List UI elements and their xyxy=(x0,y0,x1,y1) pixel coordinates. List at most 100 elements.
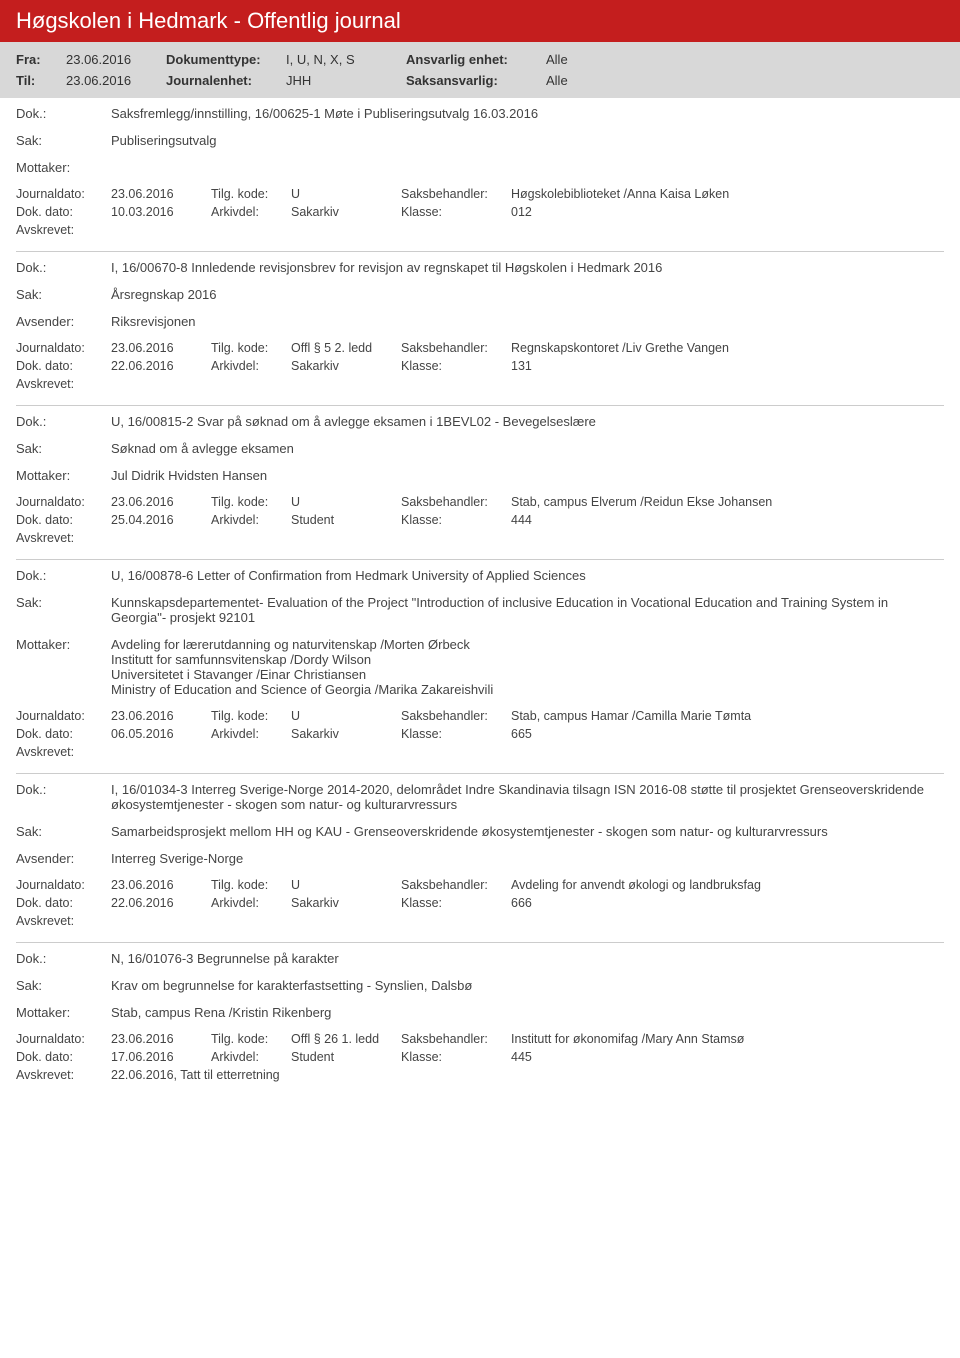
til-label: Til: xyxy=(16,73,66,88)
saksbehandler-label: Saksbehandler: xyxy=(401,878,511,892)
party-label: Avsender: xyxy=(16,314,111,329)
sak-label: Sak: xyxy=(16,287,111,302)
arkivdel-label: Arkivdel: xyxy=(211,359,291,373)
sak-label: Sak: xyxy=(16,133,111,148)
sak-value: Samarbeidsprosjekt mellom HH og KAU - Gr… xyxy=(111,824,944,839)
tilgkode-label: Tilg. kode: xyxy=(211,495,291,509)
dok-label: Dok.: xyxy=(16,260,111,275)
journalenhet-value: JHH xyxy=(286,73,406,88)
dok-value: U, 16/00815-2 Svar på søknad om å avlegg… xyxy=(111,414,944,429)
dok-value: Saksfremlegg/innstilling, 16/00625-1 Møt… xyxy=(111,106,944,121)
tilgkode-value: U xyxy=(291,709,401,723)
tilgkode-label: Tilg. kode: xyxy=(211,341,291,355)
dokdato-value: 17.06.2016 xyxy=(111,1050,211,1064)
avskrevet-value xyxy=(111,531,944,545)
sak-value: Publiseringsutvalg xyxy=(111,133,944,148)
journaldato-label: Journaldato: xyxy=(16,187,111,201)
dok-label: Dok.: xyxy=(16,414,111,429)
avskrevet-label: Avskrevet: xyxy=(16,531,111,545)
saksbehandler-value: Høgskolebiblioteket /Anna Kaisa Løken xyxy=(511,187,944,201)
dok-value: U, 16/00878-6 Letter of Confirmation fro… xyxy=(111,568,944,583)
saksbehandler-label: Saksbehandler: xyxy=(401,187,511,201)
party-value xyxy=(111,160,944,175)
klasse-value: 012 xyxy=(511,205,944,219)
dokdato-value: 10.03.2016 xyxy=(111,205,211,219)
entries-container: Dok.: Saksfremlegg/innstilling, 16/00625… xyxy=(0,98,960,1090)
saksbehandler-value: Avdeling for anvendt økologi og landbruk… xyxy=(511,878,944,892)
journaldato-value: 23.06.2016 xyxy=(111,341,211,355)
filter-bar: Fra: 23.06.2016 Dokumenttype: I, U, N, X… xyxy=(0,42,960,98)
dok-label: Dok.: xyxy=(16,782,111,812)
journaldato-label: Journaldato: xyxy=(16,1032,111,1046)
tilgkode-label: Tilg. kode: xyxy=(211,1032,291,1046)
klasse-value: 444 xyxy=(511,513,944,527)
klasse-label: Klasse: xyxy=(401,205,511,219)
arkivdel-value: Sakarkiv xyxy=(291,205,401,219)
saksbehandler-label: Saksbehandler: xyxy=(401,1032,511,1046)
sak-label: Sak: xyxy=(16,595,111,625)
journal-entry: Dok.: I, 16/01034-3 Interreg Sverige-Nor… xyxy=(0,774,960,936)
arkivdel-value: Student xyxy=(291,1050,401,1064)
arkivdel-value: Sakarkiv xyxy=(291,359,401,373)
journalenhet-label: Journalenhet: xyxy=(166,73,286,88)
journaldato-value: 23.06.2016 xyxy=(111,187,211,201)
journaldato-value: 23.06.2016 xyxy=(111,1032,211,1046)
tilgkode-value: Offl § 5 2. ledd xyxy=(291,341,401,355)
party-label: Mottaker: xyxy=(16,160,111,175)
journal-entry: Dok.: U, 16/00878-6 Letter of Confirmati… xyxy=(0,560,960,767)
journal-entry: Dok.: N, 16/01076-3 Begrunnelse på karak… xyxy=(0,943,960,1090)
dokdato-value: 22.06.2016 xyxy=(111,896,211,910)
ansvarlig-value: Alle xyxy=(546,52,666,67)
sak-label: Sak: xyxy=(16,978,111,993)
avskrevet-value: 22.06.2016, Tatt til etterretning xyxy=(111,1068,944,1082)
avskrevet-label: Avskrevet: xyxy=(16,223,111,237)
klasse-value: 131 xyxy=(511,359,944,373)
sak-value: Søknad om å avlegge eksamen xyxy=(111,441,944,456)
page-header: Høgskolen i Hedmark - Offentlig journal xyxy=(0,0,960,42)
dok-value: N, 16/01076-3 Begrunnelse på karakter xyxy=(111,951,944,966)
saksbehandler-value: Stab, campus Hamar /Camilla Marie Tømta xyxy=(511,709,944,723)
journaldato-value: 23.06.2016 xyxy=(111,709,211,723)
sak-label: Sak: xyxy=(16,824,111,839)
klasse-label: Klasse: xyxy=(401,513,511,527)
tilgkode-value: U xyxy=(291,878,401,892)
tilgkode-label: Tilg. kode: xyxy=(211,878,291,892)
page-title: Høgskolen i Hedmark - Offentlig journal xyxy=(16,8,401,33)
avskrevet-label: Avskrevet: xyxy=(16,745,111,759)
arkivdel-value: Sakarkiv xyxy=(291,727,401,741)
doktype-label: Dokumenttype: xyxy=(166,52,286,67)
klasse-label: Klasse: xyxy=(401,727,511,741)
dok-label: Dok.: xyxy=(16,568,111,583)
saksbehandler-label: Saksbehandler: xyxy=(401,709,511,723)
party-label: Mottaker: xyxy=(16,468,111,483)
dokdato-label: Dok. dato: xyxy=(16,359,111,373)
dokdato-value: 22.06.2016 xyxy=(111,359,211,373)
arkivdel-label: Arkivdel: xyxy=(211,1050,291,1064)
dokdato-label: Dok. dato: xyxy=(16,727,111,741)
tilgkode-value: U xyxy=(291,495,401,509)
party-label: Mottaker: xyxy=(16,1005,111,1020)
doktype-value: I, U, N, X, S xyxy=(286,52,406,67)
avskrevet-value xyxy=(111,914,944,928)
journal-entry: Dok.: I, 16/00670-8 Innledende revisjons… xyxy=(0,252,960,399)
dokdato-value: 25.04.2016 xyxy=(111,513,211,527)
klasse-value: 666 xyxy=(511,896,944,910)
party-line: Universitetet i Stavanger /Einar Christi… xyxy=(111,667,944,682)
tilgkode-label: Tilg. kode: xyxy=(211,187,291,201)
party-value: Avdeling for lærerutdanning og naturvite… xyxy=(111,637,944,697)
party-line: Ministry of Education and Science of Geo… xyxy=(111,682,944,697)
klasse-value: 445 xyxy=(511,1050,944,1064)
ansvarlig-label: Ansvarlig enhet: xyxy=(406,52,546,67)
dokdato-label: Dok. dato: xyxy=(16,205,111,219)
dok-label: Dok.: xyxy=(16,106,111,121)
fra-label: Fra: xyxy=(16,52,66,67)
party-label: Avsender: xyxy=(16,851,111,866)
dok-value: I, 16/01034-3 Interreg Sverige-Norge 201… xyxy=(111,782,944,812)
party-value: Interreg Sverige-Norge xyxy=(111,851,944,866)
fra-value: 23.06.2016 xyxy=(66,52,166,67)
dok-value: I, 16/00670-8 Innledende revisjonsbrev f… xyxy=(111,260,944,275)
journal-entry: Dok.: Saksfremlegg/innstilling, 16/00625… xyxy=(0,98,960,245)
saksbehandler-label: Saksbehandler: xyxy=(401,495,511,509)
tilgkode-value: U xyxy=(291,187,401,201)
journaldato-label: Journaldato: xyxy=(16,878,111,892)
